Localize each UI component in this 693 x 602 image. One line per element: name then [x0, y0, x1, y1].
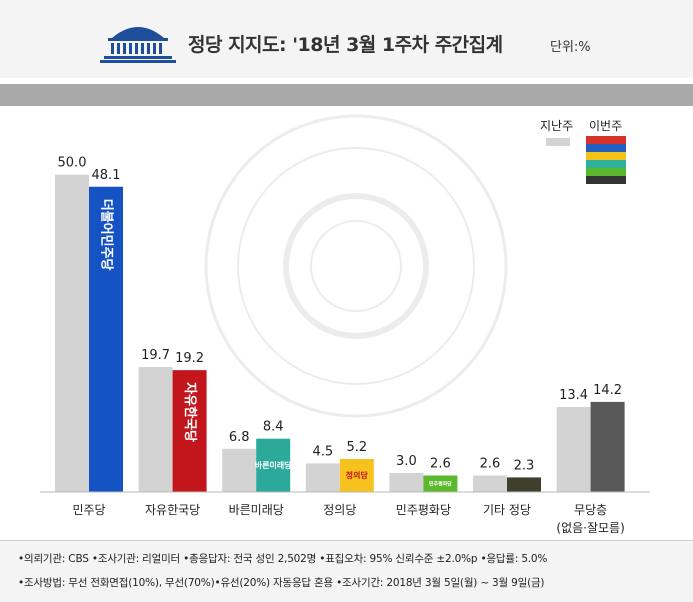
- value-label-prev: 3.0: [396, 454, 417, 469]
- bar-curr: [89, 186, 123, 492]
- footer-line-2: •조사방법: 무선 전화면접(10%), 무선(70%)•유선(20%) 자동응…: [18, 577, 545, 589]
- unit-label: 단위:%: [550, 40, 591, 55]
- legend-curr-swatch-stripe: [586, 168, 626, 176]
- category-label: 민주평화당: [396, 503, 451, 517]
- legend-curr-swatch-stripe: [586, 136, 626, 144]
- category-label: 자유한국당: [145, 503, 200, 517]
- category-label: 민주당: [72, 503, 105, 517]
- bar-curr: [172, 370, 207, 492]
- value-label-curr: 8.4: [263, 420, 284, 435]
- bar-chart: 지난주 이번주 50.0 48.1 더불어민주당 19.7 19.2 자유한국당 6.8 8.…: [40, 114, 650, 535]
- bar-party-wordmark: 바른미래당: [255, 460, 292, 470]
- legend: 지난주 이번주: [540, 119, 626, 184]
- category-label: 기타 정당: [483, 503, 531, 517]
- legend-curr-swatch-stripe: [586, 176, 626, 184]
- bar-curr: [507, 477, 541, 492]
- value-label-prev: 2.6: [480, 457, 501, 472]
- value-label-prev: 4.5: [312, 444, 333, 459]
- value-label-curr: 14.2: [593, 383, 622, 398]
- header: 정당 지지도: '18년 3월 1주차 주간집계 단위:%: [0, 0, 693, 78]
- bar-party-wordmark: 자유한국당: [182, 382, 198, 442]
- bar-party-wordmark: 더불어민주당: [99, 199, 115, 271]
- legend-curr-swatch-stripe: [586, 160, 626, 168]
- bar-prev: [556, 406, 591, 492]
- bar-party-wordmark: 정의당: [346, 470, 369, 480]
- chart-title: 정당 지지도: '18년 3월 1주차 주간집계: [188, 34, 503, 56]
- footer: •의뢰기관: CBS •조사기관: 리얼미터 •총응답자: 전국 성인 2,50…: [0, 540, 693, 602]
- header-gap: [0, 78, 693, 84]
- bar-prev: [473, 475, 507, 492]
- legend-prev-label: 지난주: [540, 119, 573, 133]
- category-label: 정의당: [323, 503, 356, 517]
- value-label-curr: 2.6: [430, 457, 451, 472]
- value-label-curr: 48.1: [92, 168, 121, 183]
- category-label: 무당층: [574, 503, 607, 517]
- bar-curr: [423, 475, 458, 492]
- bar-curr: [256, 438, 291, 492]
- bar-curr: [590, 401, 625, 492]
- bar-prev: [222, 448, 257, 492]
- bar-prev: [138, 366, 173, 492]
- value-label-curr: 19.2: [175, 351, 204, 366]
- legend-curr-swatch: [586, 136, 626, 184]
- bars-group: 50.0 48.1 더불어민주당 19.7 19.2 자유한국당 6.8 8.4 바른미래당 4.…: [55, 156, 625, 492]
- value-label-prev: 50.0: [58, 156, 87, 171]
- bar-curr: [339, 459, 374, 492]
- value-label-curr: 2.3: [514, 458, 535, 473]
- legend-curr-swatch-stripe: [586, 152, 626, 160]
- watermark-seal-icon: [204, 114, 508, 418]
- legend-curr-label: 이번주: [589, 119, 622, 133]
- bar-prev: [305, 463, 340, 492]
- category-label: 바른미래당: [229, 503, 284, 517]
- legend-prev-swatch: [546, 138, 570, 146]
- category-labels: 민주당 자유한국당 바른미래당 정의당 민주평화당 기타 정당 무당층 (없음·잘모름): [72, 503, 624, 535]
- header-band: [0, 84, 693, 106]
- footer-line-1: •의뢰기관: CBS •조사기관: 리얼미터 •총응답자: 전국 성인 2,50…: [18, 553, 548, 565]
- value-label-prev: 13.4: [559, 388, 588, 403]
- bar-prev: [55, 174, 89, 492]
- legend-curr-swatch-stripe: [586, 144, 626, 152]
- bar-prev: [389, 472, 424, 492]
- bar-party-wordmark: 민주평화당: [429, 480, 452, 487]
- value-label-prev: 6.8: [229, 430, 250, 445]
- category-sublabel: (없음·잘모름): [556, 521, 624, 535]
- national-assembly-logo-icon: [100, 27, 176, 63]
- value-label-prev: 19.7: [141, 348, 170, 363]
- value-label-curr: 5.2: [346, 440, 367, 455]
